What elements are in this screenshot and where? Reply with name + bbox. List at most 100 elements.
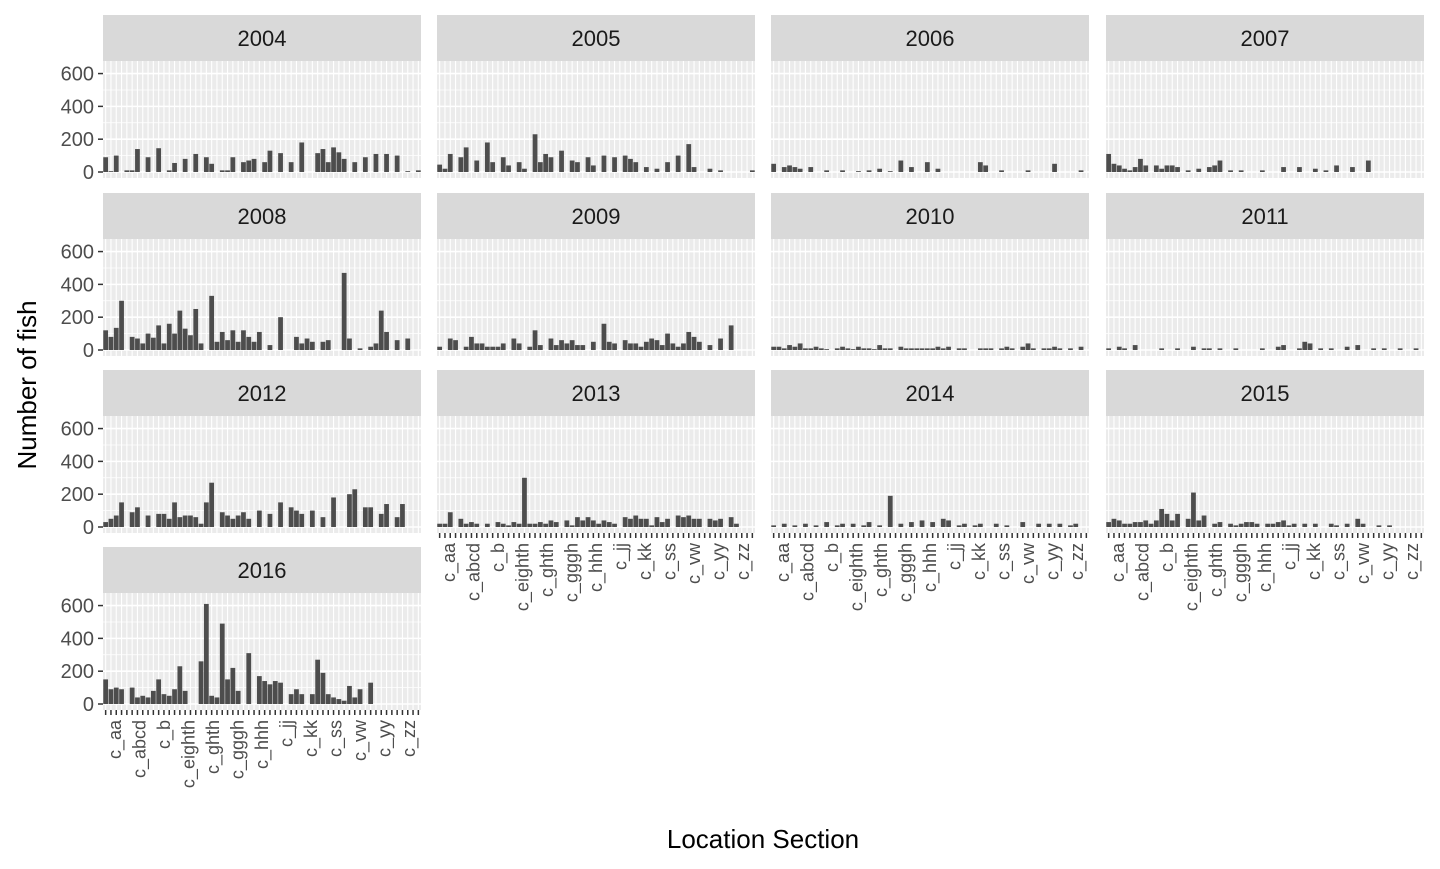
bar	[850, 349, 856, 350]
bar	[909, 167, 914, 172]
bar	[278, 153, 283, 172]
bar	[484, 142, 490, 172]
bar	[803, 348, 808, 350]
bar	[182, 158, 188, 172]
bar	[447, 153, 453, 172]
bar	[940, 518, 946, 527]
bar	[135, 697, 140, 704]
panel-background	[771, 416, 1089, 533]
bar	[898, 346, 904, 350]
facet-panel-2016: 2016 0 200 400 600 c_aa c_abcd c_b c_eighth c_ght…	[61, 547, 421, 788]
panel-background	[437, 61, 755, 178]
bar	[495, 346, 501, 350]
x-tick-label: c_hhh	[586, 543, 607, 592]
bar	[1164, 165, 1170, 172]
bar	[1334, 165, 1339, 172]
facet-label: 2010	[906, 204, 955, 229]
bar	[1057, 348, 1063, 350]
bar	[580, 345, 586, 350]
bar	[1127, 170, 1133, 172]
bar	[442, 168, 448, 172]
facet-label: 2009	[572, 204, 621, 229]
bar	[1078, 170, 1084, 172]
bar	[1052, 346, 1057, 350]
bar	[129, 336, 135, 350]
bar	[940, 348, 946, 350]
bar	[537, 345, 543, 350]
facet-strip	[103, 15, 421, 61]
bar	[675, 515, 681, 527]
bar	[628, 158, 633, 172]
bar	[447, 512, 453, 527]
bar	[527, 523, 533, 527]
bar	[882, 348, 888, 350]
bar	[484, 523, 490, 527]
bar	[1312, 168, 1318, 172]
bar	[665, 518, 670, 527]
bar	[681, 343, 686, 350]
bar	[1259, 348, 1265, 350]
bar	[1159, 348, 1165, 350]
bar	[559, 150, 564, 172]
bar	[272, 681, 278, 704]
bar	[1307, 343, 1313, 350]
x-tick-label: c_b	[154, 720, 175, 749]
bar	[1328, 348, 1334, 350]
bar	[792, 525, 798, 527]
bar	[177, 517, 183, 527]
bar	[718, 518, 723, 527]
bar	[347, 494, 352, 527]
bar	[781, 348, 787, 350]
bar	[278, 502, 283, 527]
bar	[787, 345, 792, 350]
bar	[654, 168, 660, 172]
bar	[1233, 348, 1239, 350]
bar	[251, 158, 257, 172]
bar	[675, 346, 681, 350]
bar	[712, 520, 718, 527]
bar	[569, 160, 575, 172]
bar	[866, 170, 872, 172]
bar	[1116, 165, 1122, 172]
facet-strip	[771, 193, 1089, 239]
bar	[575, 162, 580, 172]
bar	[1020, 346, 1026, 350]
facet-label: 2004	[238, 26, 287, 51]
bar	[596, 523, 602, 527]
bar	[1270, 523, 1276, 527]
bar	[246, 160, 252, 172]
bar	[824, 170, 830, 172]
bar	[840, 523, 845, 527]
y-tick-label: 400	[61, 274, 94, 296]
bar	[1376, 525, 1382, 527]
bar	[129, 170, 135, 172]
bar	[1291, 523, 1297, 527]
bar	[156, 513, 162, 527]
facet-panel-2015: 2015 c_aa c_abcd c_b c_eighth c_ghth c_gggh c_h…	[1106, 370, 1424, 611]
bar	[1228, 523, 1233, 527]
bar	[707, 518, 713, 527]
bar	[267, 513, 273, 527]
bar	[1004, 346, 1010, 350]
bar	[728, 325, 734, 350]
bar	[458, 157, 464, 172]
y-tick-label: 400	[61, 96, 94, 118]
bar	[214, 341, 220, 350]
bar	[803, 523, 808, 527]
bar	[601, 520, 607, 527]
bar	[1196, 520, 1202, 527]
x-tick-label: c_hhh	[1255, 543, 1276, 592]
bar	[299, 694, 305, 704]
bar	[384, 153, 389, 172]
bar	[500, 523, 506, 527]
bar	[643, 167, 649, 172]
y-tick-label: 0	[83, 694, 94, 716]
bar	[230, 667, 236, 704]
bar	[103, 157, 109, 172]
bar	[1302, 341, 1308, 350]
bar	[209, 295, 215, 350]
x-tick-label: c_gggh	[896, 543, 917, 602]
bar	[384, 331, 389, 350]
bar	[113, 155, 119, 172]
bar	[378, 513, 384, 527]
